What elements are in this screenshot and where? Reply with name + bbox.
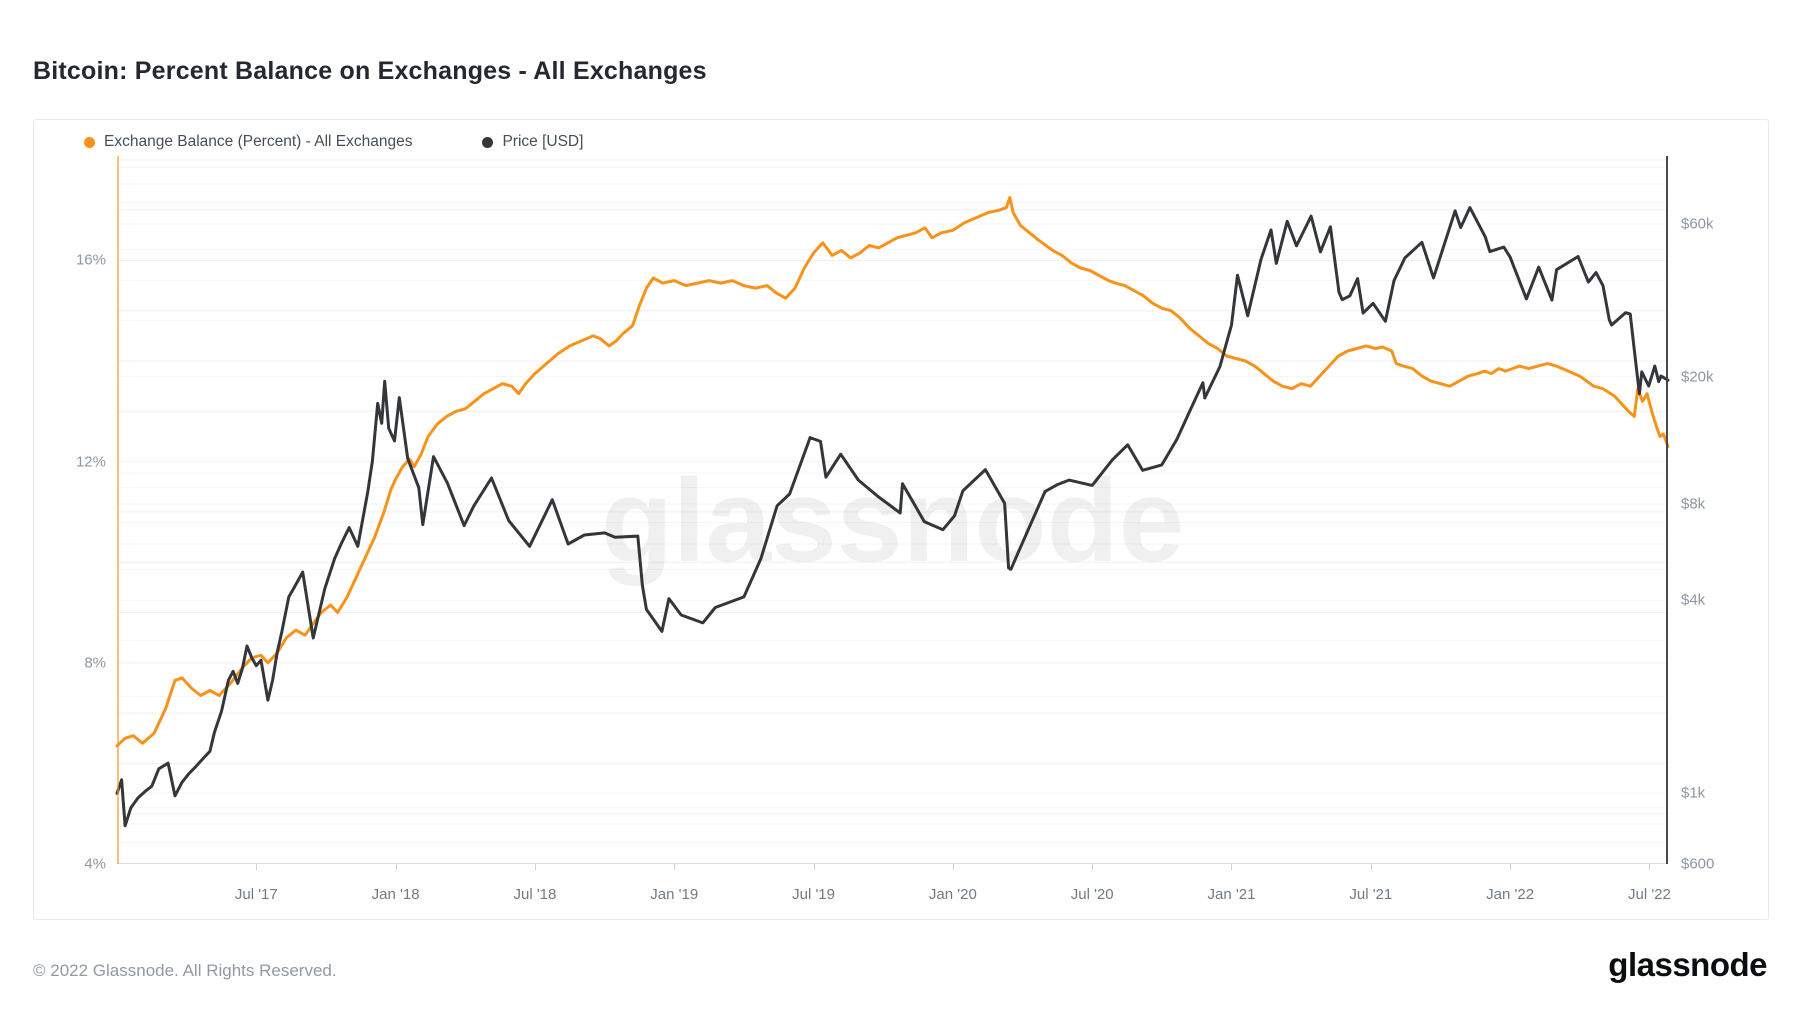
legend-dot-icon (84, 136, 95, 148)
x-axis-tick (1231, 864, 1233, 870)
legend: Exchange Balance (Percent) - All Exchang… (84, 130, 653, 154)
x-axis-tick (952, 864, 954, 870)
legend-dot-icon (482, 136, 494, 148)
y-axis-label-left: 12% (75, 453, 106, 471)
x-axis-label: Jul '18 (513, 886, 557, 903)
y-axis-label-right: $4k (1681, 591, 1706, 609)
y-axis-label-right: $20k (1681, 368, 1714, 386)
legend-item-label: Price [USD] (502, 133, 584, 150)
y-axis-label-left: 16% (75, 251, 106, 269)
x-axis-tick (395, 864, 397, 870)
y-axis-label-right: $1k (1681, 784, 1706, 802)
x-axis-label: Jul '19 (792, 886, 835, 903)
x-axis-tick (1649, 864, 1651, 870)
x-axis-tick (813, 864, 815, 870)
x-axis-label: Jul '20 (1070, 886, 1114, 903)
chart-card: Exchange Balance (Percent) - All Exchang… (33, 119, 1769, 920)
page-title: Bitcoin: Percent Balance on Exchanges - … (33, 56, 707, 85)
y-axis-label-right: $600 (1681, 855, 1715, 873)
x-axis-label: Jul '17 (234, 886, 278, 903)
x-axis-tick (1370, 864, 1372, 870)
series-price (115, 206, 1670, 828)
glassnode-logo: glassnode (1608, 946, 1767, 983)
copyright-text: © 2022 Glassnode. All Rights Reserved. (33, 961, 337, 980)
x-axis-label: Jul '22 (1627, 886, 1671, 903)
y-axis-label-right: $60k (1681, 215, 1714, 233)
legend-item-label: Exchange Balance (Percent) - All Exchang… (104, 133, 413, 150)
x-axis-label: Jan '21 (1207, 886, 1256, 903)
x-axis-tick (674, 864, 676, 870)
x-axis-label: Jan '20 (928, 886, 977, 903)
x-axis-label: Jan '19 (650, 886, 699, 903)
x-axis-label: Jan '22 (1486, 886, 1535, 903)
x-axis-tick (534, 864, 536, 870)
x-axis-tick (256, 864, 258, 870)
x-axis-label: Jul '21 (1349, 886, 1393, 903)
y-axis-label-left: 4% (84, 855, 106, 873)
x-axis-tick (1092, 864, 1094, 870)
chart-canvas (115, 156, 1670, 864)
x-axis-tick (1510, 864, 1512, 870)
legend-item-price[interactable]: Price [USD] (482, 133, 583, 151)
series-exchange-balance (115, 196, 1670, 748)
y-axis-label-left: 8% (84, 654, 106, 672)
plot-area[interactable]: glassnode (115, 156, 1670, 864)
x-axis-label: Jan '18 (371, 886, 420, 903)
y-axis-label-right: $8k (1681, 495, 1706, 513)
legend-item-exchange-balance[interactable]: Exchange Balance (Percent) - All Exchang… (84, 133, 412, 151)
